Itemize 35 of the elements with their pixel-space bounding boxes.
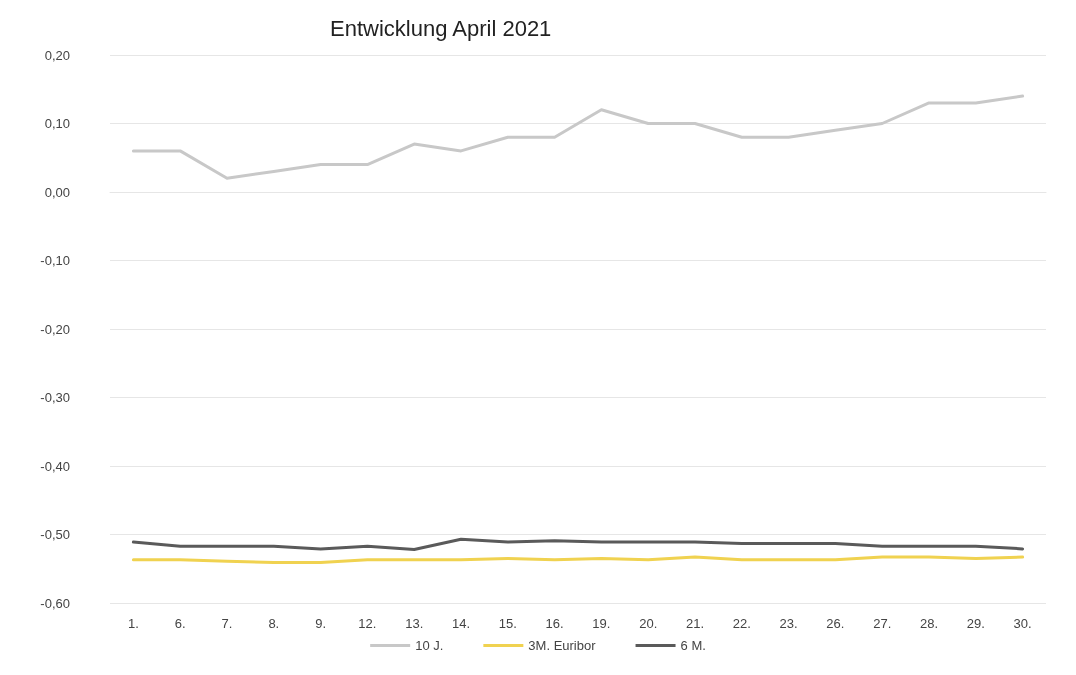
x-tick-label: 6. bbox=[174, 616, 186, 631]
x-tick-label: 19. bbox=[592, 616, 611, 631]
x-tick-label: 14. bbox=[451, 616, 471, 631]
y-tick-label: -0,10 bbox=[40, 253, 70, 268]
x-tick-label: 23. bbox=[779, 616, 798, 631]
x-tick-label: 15. bbox=[498, 616, 517, 631]
y-tick-label: -0,40 bbox=[40, 458, 70, 474]
y-tick-label: 0,00 bbox=[44, 184, 70, 200]
x-tick-label: 20. bbox=[639, 616, 658, 631]
x-tick-label: 28. bbox=[919, 616, 939, 631]
x-tick-label: 27. bbox=[873, 616, 892, 631]
x-tick-label: 16. bbox=[545, 616, 564, 631]
legend-label: 6 M. bbox=[680, 638, 706, 653]
x-tick-label: 1. bbox=[127, 616, 139, 631]
x-tick-label: 21. bbox=[685, 616, 705, 631]
x-tick-label: 12. bbox=[358, 616, 377, 631]
x-tick-label: 9. bbox=[315, 616, 327, 631]
line-series bbox=[131, 94, 1025, 180]
y-tick-label: -0,30 bbox=[40, 390, 70, 405]
line-series bbox=[131, 537, 1025, 552]
chart-title: Entwicklung April 2021 bbox=[330, 15, 552, 41]
x-tick-label: 22. bbox=[732, 616, 751, 631]
y-tick-label: -0,60 bbox=[40, 595, 70, 611]
y-tick-label: -0,20 bbox=[40, 321, 70, 337]
x-tick-label: 8. bbox=[268, 616, 280, 631]
y-tick-label: 0,20 bbox=[44, 47, 70, 63]
legend-label: 3M. Euribor bbox=[528, 638, 597, 653]
x-tick-label: 13. bbox=[405, 616, 424, 631]
x-tick-label: 30. bbox=[1013, 616, 1032, 631]
x-tick-label: 29. bbox=[966, 616, 985, 631]
y-tick-label: 0,10 bbox=[44, 116, 70, 131]
x-tick-label: 7. bbox=[221, 616, 233, 631]
y-tick-label: -0,50 bbox=[40, 527, 70, 542]
legend-label: 10 J. bbox=[415, 638, 444, 653]
x-tick-label: 26. bbox=[826, 616, 845, 631]
